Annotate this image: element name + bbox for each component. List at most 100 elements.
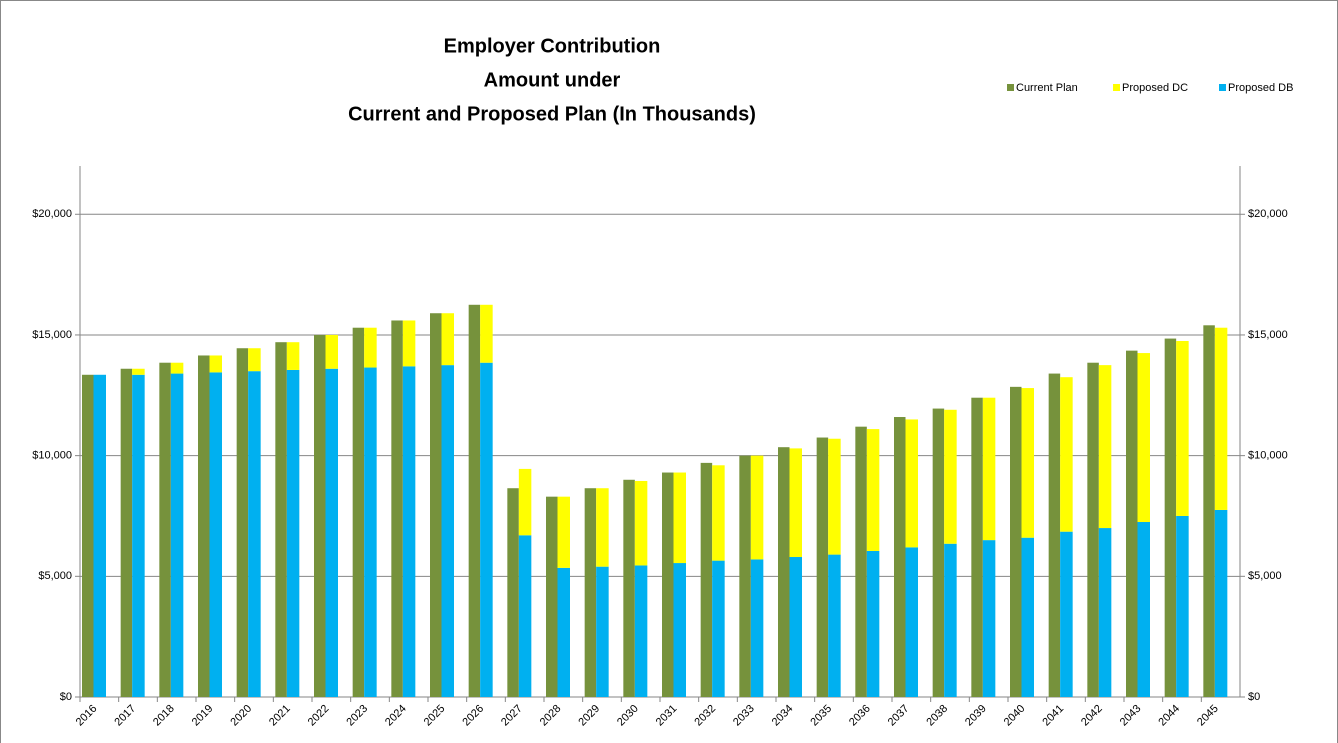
y-tick-label: $15,000: [32, 329, 72, 341]
legend-swatch: [1113, 84, 1120, 91]
y2-tick-label: $0: [1248, 691, 1260, 703]
x-tick-label: 2016: [74, 703, 100, 729]
bar: [314, 334, 326, 697]
bar: [1137, 353, 1150, 523]
bar: [132, 368, 145, 375]
bar: [944, 543, 957, 697]
bar: [159, 362, 171, 697]
bar: [1214, 327, 1228, 510]
chart-title: Current and Proposed Plan (In Thousands): [348, 103, 756, 125]
bar: [1087, 362, 1099, 697]
x-tick-label: 2027: [499, 703, 525, 729]
bar: [364, 367, 377, 697]
legend-label: Current Plan: [1016, 82, 1078, 94]
x-tick-label: 2018: [151, 703, 177, 729]
bar: [932, 408, 945, 697]
bar: [441, 365, 454, 697]
bar: [170, 362, 184, 374]
x-tick-label: 2038: [924, 703, 950, 729]
x-tick-label: 2022: [306, 703, 332, 729]
bar: [1060, 531, 1073, 697]
bar: [905, 547, 918, 697]
bar: [93, 374, 106, 697]
bar: [236, 348, 249, 697]
bar: [1203, 325, 1215, 697]
x-tick-label: 2037: [886, 703, 912, 729]
bar: [1021, 537, 1034, 697]
bar: [209, 372, 222, 697]
bar: [480, 304, 493, 363]
bar: [325, 368, 338, 697]
bar: [623, 479, 635, 697]
chart-title: Employer Contribution: [444, 35, 661, 57]
bar: [816, 437, 829, 697]
legend-swatch: [1007, 84, 1014, 91]
bar: [789, 448, 802, 558]
bar: [828, 438, 841, 555]
bar: [750, 559, 764, 697]
y2-tick-label: $15,000: [1248, 329, 1288, 341]
x-tick-label: 2023: [344, 703, 370, 729]
bar: [855, 426, 867, 697]
bar: [673, 563, 686, 697]
bar: [507, 488, 519, 697]
bar: [905, 419, 918, 548]
x-tick-label: 2031: [654, 703, 680, 729]
x-tick-label: 2044: [1156, 703, 1182, 729]
bar: [596, 488, 609, 567]
y-tick-label: $5,000: [38, 570, 72, 582]
bar: [866, 429, 880, 551]
bar: [778, 447, 790, 697]
bar: [441, 313, 454, 366]
bar: [944, 409, 957, 544]
legend-label: Proposed DC: [1122, 82, 1188, 94]
bar: [1176, 340, 1189, 516]
x-tick-label: 2024: [383, 703, 409, 729]
bar: [673, 472, 686, 564]
x-tick-label: 2040: [1002, 703, 1028, 729]
bar: [1010, 386, 1022, 697]
y-tick-label: $10,000: [32, 450, 72, 462]
bar: [1021, 388, 1034, 538]
bar: [894, 417, 906, 697]
bar: [480, 362, 493, 697]
bar: [286, 342, 300, 370]
legend-swatch: [1219, 84, 1226, 91]
bar: [1137, 522, 1150, 697]
x-tick-label: 2019: [190, 703, 216, 729]
bar: [634, 565, 648, 697]
x-tick-label: 2039: [963, 703, 989, 729]
bar: [1126, 350, 1138, 697]
bar: [248, 348, 261, 372]
bar: [120, 368, 133, 697]
x-tick-label: 2034: [770, 703, 796, 729]
bar: [364, 327, 377, 368]
bar: [739, 455, 751, 697]
bar: [402, 320, 416, 367]
x-tick-label: 2029: [576, 703, 602, 729]
bar: [132, 374, 145, 697]
bar: [789, 557, 802, 697]
y-tick-label: $0: [60, 691, 72, 703]
bar: [209, 355, 222, 373]
y2-tick-label: $20,000: [1248, 208, 1288, 220]
x-tick-label: 2021: [267, 703, 293, 729]
bar: [430, 313, 442, 697]
bar: [982, 397, 996, 541]
bar: [750, 455, 764, 560]
bar: [468, 304, 481, 697]
bar: [1176, 515, 1189, 697]
bar: [712, 465, 725, 561]
x-tick-label: 2043: [1118, 703, 1144, 729]
bar: [1048, 373, 1061, 697]
bar: [275, 342, 287, 697]
x-tick-label: 2036: [847, 703, 873, 729]
bar: [982, 540, 996, 697]
y2-tick-label: $5,000: [1248, 570, 1282, 582]
y-tick-label: $20,000: [32, 208, 72, 220]
bar: [596, 566, 609, 697]
bar: [546, 496, 558, 697]
x-tick-label: 2025: [422, 703, 448, 729]
bar: [198, 355, 210, 697]
legend-label: Proposed DB: [1228, 82, 1293, 94]
